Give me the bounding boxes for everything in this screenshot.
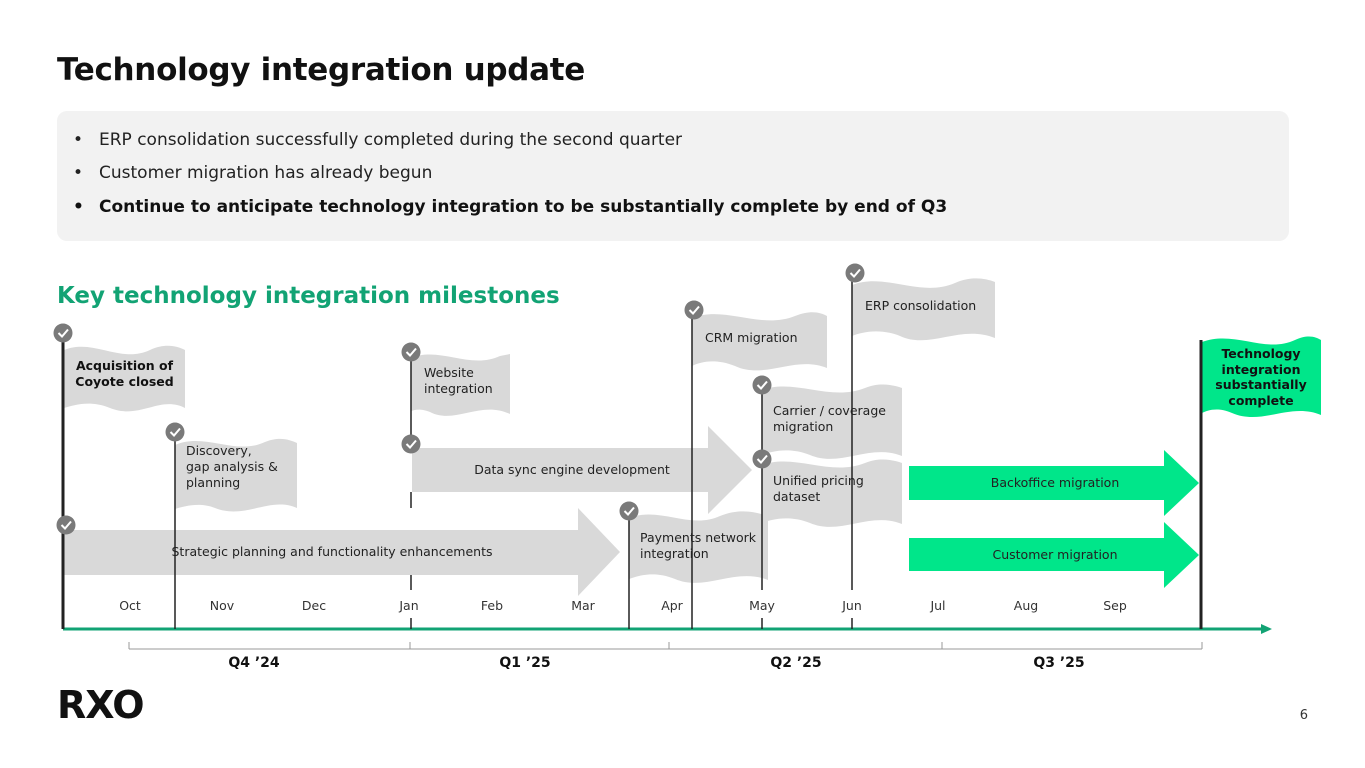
flag-pricing xyxy=(762,459,902,527)
arrow-label-strategic: Strategic planning and functionality enh… xyxy=(171,544,493,559)
check-icon xyxy=(53,323,73,343)
flag-label-complete: Technology integration substantially com… xyxy=(1215,346,1307,408)
check-icon xyxy=(752,375,772,395)
timeline-axis-arrowhead xyxy=(1261,624,1272,634)
quarter-label: Q3 ’25 xyxy=(1033,655,1085,671)
month-label: Jul xyxy=(930,598,946,613)
month-label: Jun xyxy=(842,598,862,613)
flag-label-payments: Payments network integration xyxy=(640,530,756,561)
month-label: Nov xyxy=(209,598,235,613)
month-label: Jan xyxy=(399,598,419,613)
check-icon xyxy=(684,300,704,320)
milestones-title: Key technology integration milestones xyxy=(57,283,560,309)
month-label: Oct xyxy=(119,598,141,613)
arrow-label-backoffice: Backoffice migration xyxy=(990,475,1120,490)
arrow-backoffice xyxy=(909,450,1199,516)
flag-payments xyxy=(629,511,768,583)
page-title: Technology integration update xyxy=(57,52,586,88)
check-icon xyxy=(401,434,421,454)
bullet-dot: • xyxy=(73,197,84,217)
month-label: Apr xyxy=(661,598,683,613)
bullet-text: Continue to anticipate technology integr… xyxy=(99,197,948,217)
bullet-dot: • xyxy=(73,130,84,150)
flag-label-crm: CRM migration xyxy=(705,330,798,345)
month-label: Sep xyxy=(1103,598,1127,613)
check-icon xyxy=(401,342,421,362)
check-icon xyxy=(165,422,185,442)
check-icon xyxy=(845,263,865,283)
flag-label-carrier: Carrier / coverage migration xyxy=(773,403,886,434)
flag-crm xyxy=(692,312,827,371)
flag-label-acquisition: Acquisition of Coyote closed xyxy=(75,358,174,389)
flag-website xyxy=(411,354,510,416)
flag-acquisition xyxy=(64,345,185,412)
flag-carrier xyxy=(762,384,902,459)
arrow-datasync xyxy=(412,426,752,514)
summary-box: • ERP consolidation successfully complet… xyxy=(57,111,1289,241)
page-number: 6 xyxy=(1299,708,1308,723)
arrow-strategic xyxy=(64,508,620,596)
arrow-customer xyxy=(909,522,1199,588)
flag-label-discovery: Discovery, gap analysis & planning xyxy=(186,443,278,490)
bullet-text: ERP consolidation successfully completed… xyxy=(99,130,683,150)
quarter-label: Q1 ’25 xyxy=(499,655,551,671)
bullet-dot: • xyxy=(73,163,84,183)
quarter-label: Q2 ’25 xyxy=(770,655,822,671)
check-icon xyxy=(56,515,76,535)
arrow-label-customer: Customer migration xyxy=(992,547,1118,562)
check-icon xyxy=(752,449,772,469)
bullet-text: Customer migration has already begun xyxy=(99,163,433,183)
month-label: Mar xyxy=(571,598,595,613)
rxo-logo: RXO xyxy=(57,683,145,727)
flag-label-website: Website integration xyxy=(424,365,493,396)
month-label: Feb xyxy=(480,598,504,613)
flag-label-pricing: Unified pricing dataset xyxy=(773,473,864,504)
check-icon xyxy=(619,501,639,521)
arrow-label-datasync: Data sync engine development xyxy=(474,462,670,477)
flag-label-erp: ERP consolidation xyxy=(865,298,977,313)
month-label: Dec xyxy=(301,598,327,613)
flag-erp xyxy=(852,278,995,341)
flag-discovery xyxy=(175,438,297,512)
quarter-label: Q4 ’24 xyxy=(228,655,280,671)
flag-complete xyxy=(1202,336,1321,417)
month-label: May xyxy=(749,598,775,613)
month-label: Aug xyxy=(1013,598,1039,613)
